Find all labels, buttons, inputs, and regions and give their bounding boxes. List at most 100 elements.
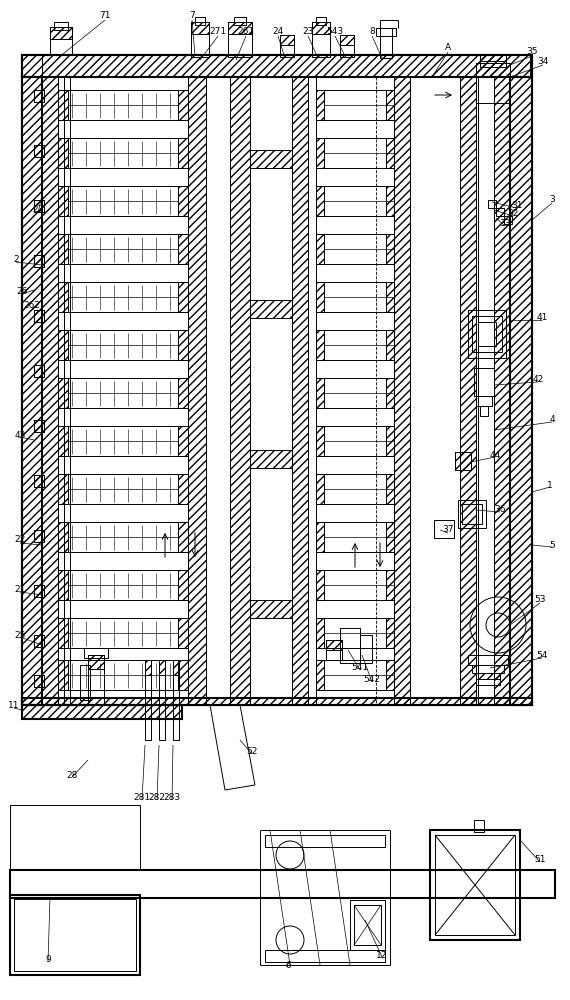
Bar bbox=[476, 673, 500, 679]
Bar bbox=[178, 660, 188, 690]
Bar bbox=[316, 330, 394, 360]
Bar bbox=[58, 426, 68, 456]
Bar bbox=[58, 660, 68, 690]
Text: 52: 52 bbox=[246, 748, 258, 756]
Bar bbox=[42, 77, 58, 705]
Bar bbox=[22, 698, 532, 705]
Text: 12: 12 bbox=[376, 950, 388, 960]
Bar bbox=[230, 77, 250, 705]
Bar bbox=[476, 63, 510, 103]
Bar bbox=[178, 618, 188, 648]
Bar bbox=[58, 90, 188, 120]
Bar bbox=[316, 90, 394, 120]
Bar bbox=[494, 77, 510, 705]
Bar bbox=[250, 300, 292, 318]
Bar bbox=[474, 820, 484, 832]
Bar bbox=[54, 22, 68, 30]
Text: 33: 33 bbox=[499, 220, 511, 229]
Bar bbox=[394, 77, 410, 705]
Bar bbox=[178, 138, 188, 168]
Bar bbox=[316, 522, 324, 552]
Text: 271: 271 bbox=[209, 27, 226, 36]
Bar bbox=[350, 900, 385, 950]
Bar bbox=[34, 365, 44, 377]
Bar bbox=[316, 378, 394, 408]
Bar bbox=[88, 655, 104, 669]
Bar bbox=[58, 522, 188, 552]
Bar bbox=[178, 330, 188, 360]
Text: 41: 41 bbox=[536, 314, 548, 322]
Bar bbox=[472, 316, 502, 352]
Bar bbox=[280, 35, 294, 57]
Bar bbox=[386, 138, 394, 168]
Bar bbox=[34, 675, 44, 687]
Text: 283: 283 bbox=[164, 794, 181, 802]
Text: 31: 31 bbox=[511, 200, 523, 210]
Text: 25: 25 bbox=[14, 631, 26, 640]
Bar bbox=[42, 77, 58, 705]
Bar bbox=[316, 474, 394, 504]
Bar bbox=[476, 396, 492, 406]
Bar bbox=[230, 77, 250, 705]
Bar bbox=[312, 22, 330, 57]
Bar bbox=[460, 77, 476, 705]
Bar bbox=[316, 186, 394, 216]
Bar bbox=[250, 600, 292, 618]
Bar bbox=[58, 282, 188, 312]
Bar bbox=[386, 474, 394, 504]
Bar bbox=[58, 282, 68, 312]
Bar bbox=[460, 77, 476, 705]
Bar bbox=[250, 450, 292, 468]
Bar bbox=[386, 330, 394, 360]
Text: 37: 37 bbox=[442, 526, 454, 534]
Bar bbox=[34, 635, 44, 647]
Bar bbox=[265, 835, 385, 847]
Text: 9: 9 bbox=[45, 956, 51, 964]
Bar bbox=[386, 378, 394, 408]
Bar bbox=[58, 330, 188, 360]
Bar bbox=[228, 22, 252, 34]
Text: 26: 26 bbox=[17, 288, 28, 296]
Bar bbox=[58, 234, 68, 264]
Text: 543: 543 bbox=[327, 27, 344, 36]
Text: 35: 35 bbox=[526, 47, 538, 56]
Bar bbox=[494, 77, 510, 705]
Bar bbox=[22, 705, 182, 719]
Bar bbox=[58, 570, 68, 600]
Text: 36: 36 bbox=[494, 506, 506, 514]
Bar bbox=[188, 77, 206, 705]
Bar bbox=[58, 138, 188, 168]
Bar bbox=[58, 474, 68, 504]
Bar bbox=[265, 950, 385, 962]
Bar bbox=[250, 150, 292, 168]
Bar bbox=[316, 282, 324, 312]
Text: 24: 24 bbox=[272, 27, 284, 36]
Bar bbox=[316, 618, 324, 648]
Bar bbox=[159, 660, 165, 740]
Text: 2: 2 bbox=[13, 255, 19, 264]
Bar bbox=[316, 234, 324, 264]
Bar bbox=[14, 899, 136, 971]
Bar bbox=[250, 150, 292, 168]
Bar bbox=[316, 186, 324, 216]
Text: 42: 42 bbox=[532, 375, 544, 384]
Bar bbox=[386, 618, 394, 648]
Bar bbox=[58, 186, 188, 216]
Bar bbox=[58, 474, 188, 504]
Text: 261: 261 bbox=[238, 27, 255, 36]
Bar bbox=[58, 77, 64, 705]
Bar bbox=[178, 90, 188, 120]
Bar bbox=[34, 145, 44, 157]
Text: 23: 23 bbox=[302, 27, 314, 36]
Bar bbox=[386, 282, 394, 312]
Bar bbox=[58, 618, 68, 648]
Bar bbox=[58, 138, 68, 168]
Bar bbox=[178, 426, 188, 456]
Text: 28: 28 bbox=[66, 770, 78, 780]
Text: 51: 51 bbox=[534, 856, 545, 864]
Bar bbox=[10, 870, 555, 898]
Bar bbox=[34, 310, 44, 322]
Text: 5: 5 bbox=[549, 540, 555, 550]
Bar bbox=[58, 378, 68, 408]
Text: 4: 4 bbox=[549, 416, 555, 424]
